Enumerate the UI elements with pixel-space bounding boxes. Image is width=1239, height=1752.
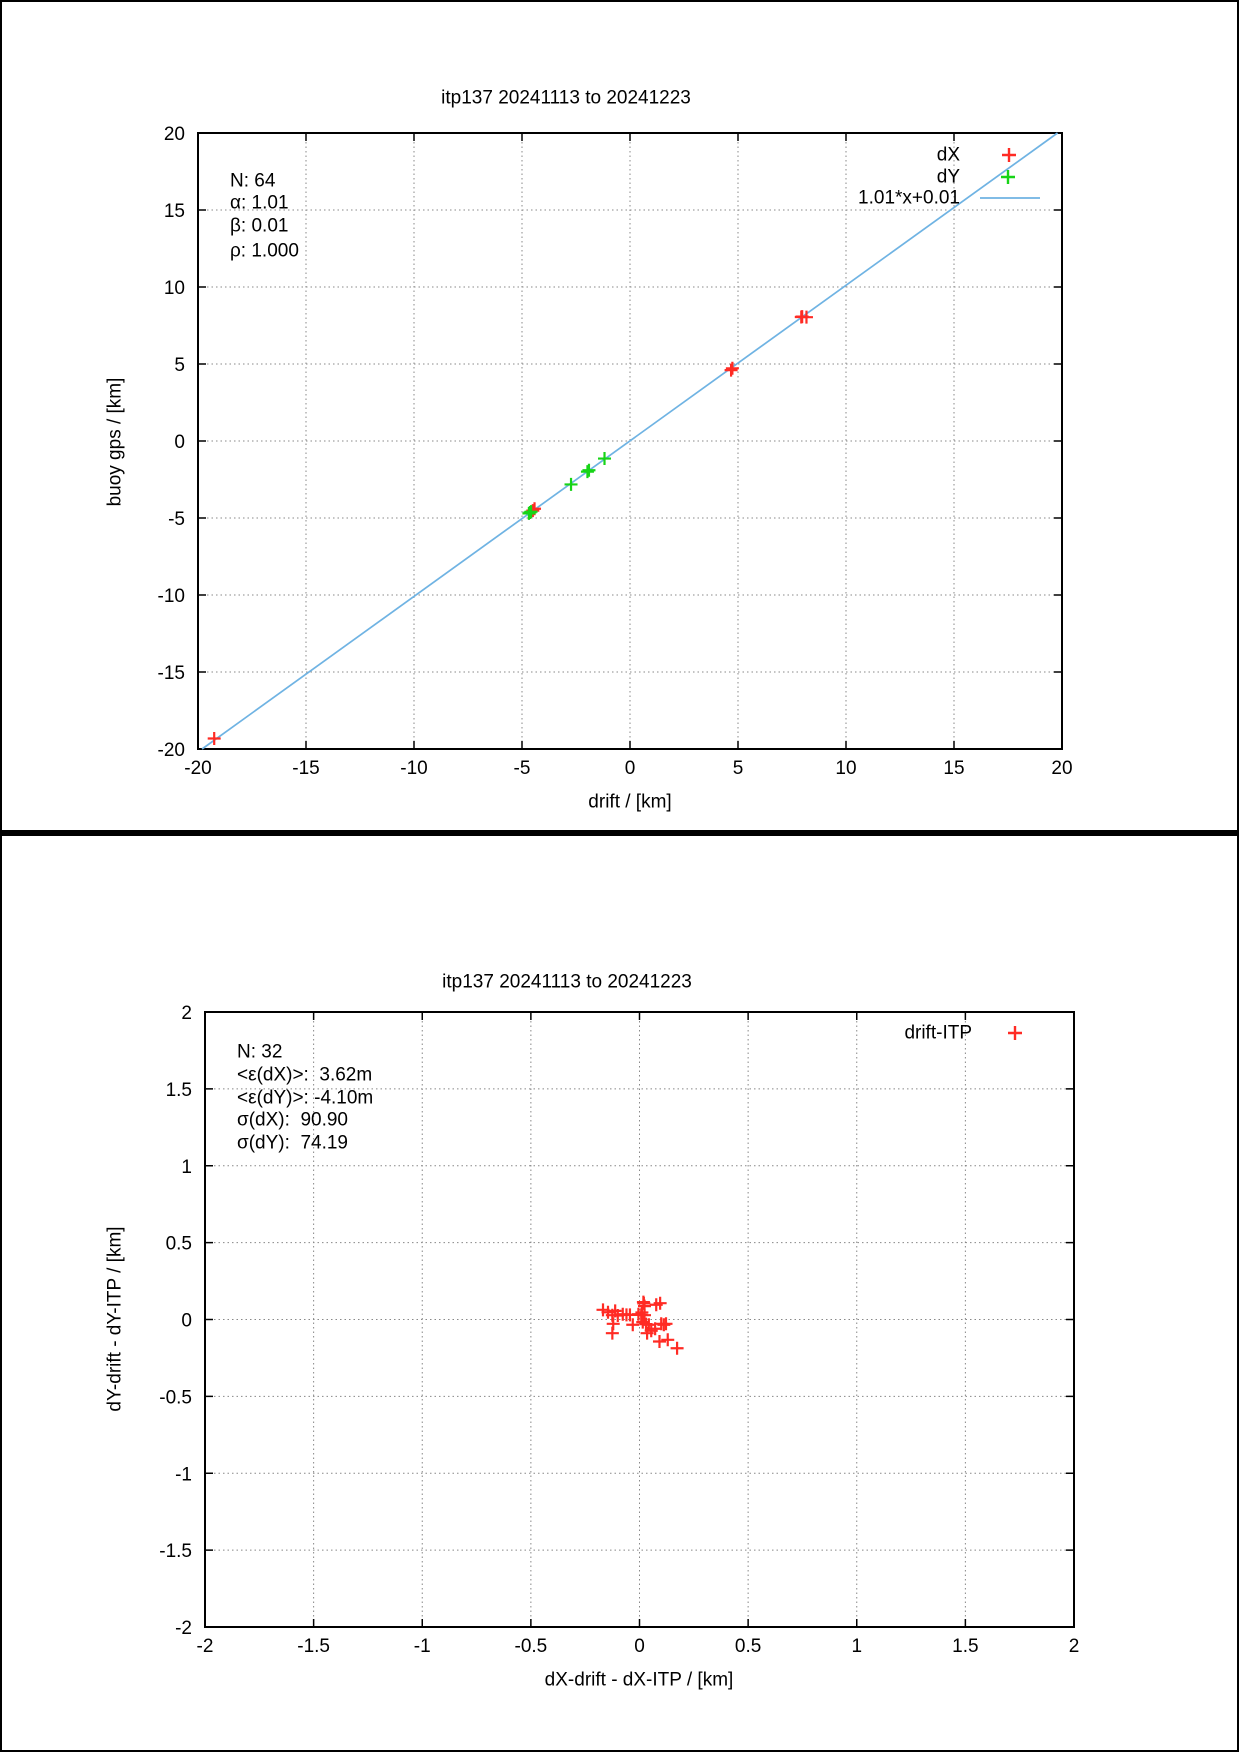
legend-label-fit: 1.01*x+0.01 — [858, 187, 960, 209]
plot-border — [204, 1011, 1075, 1628]
stats-line-edy: <ε(dY)>: -4.10m — [237, 1087, 374, 1109]
x-tick-label: -1.5 — [297, 1636, 330, 1657]
y-tick-label: -5 — [168, 509, 185, 530]
panel-separator — [2, 830, 1237, 836]
x-tick-label: -0.5 — [515, 1636, 548, 1657]
stats-line-sdx: σ(dX): 90.90 — [237, 1109, 349, 1131]
y-tick-label: 20 — [164, 124, 185, 145]
legend-marker-plus — [1002, 148, 1016, 162]
y-tick-label: -0.5 — [159, 1387, 192, 1408]
data-point-dX — [724, 363, 738, 377]
x-tick-label: 15 — [943, 758, 964, 779]
y-tick-label: 5 — [174, 355, 185, 376]
x-tick-label: -15 — [292, 758, 319, 779]
x-tick-label: 0 — [634, 1636, 645, 1657]
fit-line — [201, 132, 1059, 750]
data-point-dY — [582, 463, 596, 477]
legend-marker-plus — [1001, 170, 1015, 184]
y-tick-label: 1.5 — [166, 1080, 192, 1101]
x-tick-label: -2 — [197, 1636, 214, 1657]
data-point-dX — [725, 361, 739, 375]
data-point-dY — [598, 452, 612, 466]
x-tick-label: -10 — [400, 758, 427, 779]
stats-line-beta: β: 0.01 — [230, 215, 289, 237]
stats-line-edx: <ε(dX)>: 3.62m — [237, 1064, 373, 1086]
y-tick-label: 0 — [174, 432, 185, 453]
top-plot-canvas: -20 -15 -10 -5 0 5 10 15 20 -20 -15 -10 -5 0 5 10 15 20 — [158, 124, 1073, 779]
y-tick-label: -1 — [175, 1464, 192, 1485]
legend-label-drift-itp: drift-ITP — [904, 1022, 972, 1044]
x-tick-label: 0 — [625, 758, 636, 779]
stats-line-rho: ρ: 1.000 — [230, 240, 299, 262]
data-point-dY — [524, 505, 538, 519]
stats-line-alpha: α: 1.01 — [230, 192, 289, 214]
data-point-drift-ITP — [661, 1333, 675, 1347]
plot-border — [197, 132, 1063, 750]
y-tick-label: -2 — [175, 1618, 192, 1639]
data-point-drift-ITP — [626, 1318, 640, 1332]
y-tick-label: -20 — [158, 740, 185, 761]
x-tick-label: 5 — [733, 758, 744, 779]
y-tick-label: 2 — [181, 1003, 192, 1024]
bottom-x-axis-label: dX-drift - dX-ITP / [km] — [544, 1669, 734, 1691]
y-tick-label: 0.5 — [166, 1234, 192, 1255]
bottom-plot-canvas: -2 -1.5 -1 -0.5 0 0.5 1 1.5 2 -2 -1.5 -1 -0.5 0 0.5 1 1.… — [159, 1003, 1080, 1657]
data-point-dY — [580, 465, 594, 479]
bottom-chart-title: itp137 20241113 to 20241223 — [442, 971, 692, 993]
data-point-dX — [799, 310, 813, 324]
x-tick-label: 0.5 — [735, 1636, 761, 1657]
stats-line-n2: N: 32 — [237, 1041, 283, 1063]
y-tick-label: -15 — [158, 663, 185, 684]
data-point-drift-ITP — [670, 1341, 684, 1355]
top-x-axis-label: drift / [km] — [588, 791, 672, 813]
top-y-axis-label: buoy gps / [km] — [104, 377, 126, 507]
y-tick-label: -1.5 — [159, 1541, 192, 1562]
bottom-y-axis-label: dY-drift - dY-ITP / [km] — [104, 1226, 126, 1412]
top-chart-title: itp137 20241113 to 20241223 — [441, 87, 691, 109]
data-point-drift-ITP — [659, 1317, 673, 1331]
data-point-drift-ITP — [653, 1296, 667, 1310]
data-point-drift-ITP — [605, 1326, 619, 1340]
stats-line-sdy: σ(dY): 74.19 — [237, 1132, 349, 1154]
y-tick-label: 10 — [164, 278, 185, 299]
x-tick-label: 2 — [1069, 1636, 1080, 1657]
x-tick-label: 1 — [851, 1636, 862, 1657]
data-point-dX — [207, 732, 221, 746]
y-tick-label: 15 — [164, 201, 185, 222]
y-tick-label: -10 — [158, 586, 185, 607]
x-tick-label: -1 — [414, 1636, 431, 1657]
x-tick-label: 20 — [1051, 758, 1072, 779]
stats-line-n: N: 64 — [230, 170, 276, 192]
data-point-drift-ITP — [652, 1334, 666, 1348]
data-point-dY — [564, 477, 578, 491]
x-tick-label: 1.5 — [952, 1636, 978, 1657]
legend-marker-plus — [1008, 1026, 1022, 1040]
legend-label-dy: dY — [936, 166, 960, 188]
y-tick-label: 0 — [181, 1311, 192, 1332]
data-point-drift-ITP — [637, 1308, 651, 1322]
x-tick-label: -5 — [514, 758, 531, 779]
legend-label-dx: dX — [936, 144, 960, 166]
x-tick-label: -20 — [184, 758, 211, 779]
y-tick-label: 1 — [181, 1157, 192, 1178]
x-tick-label: 10 — [835, 758, 856, 779]
